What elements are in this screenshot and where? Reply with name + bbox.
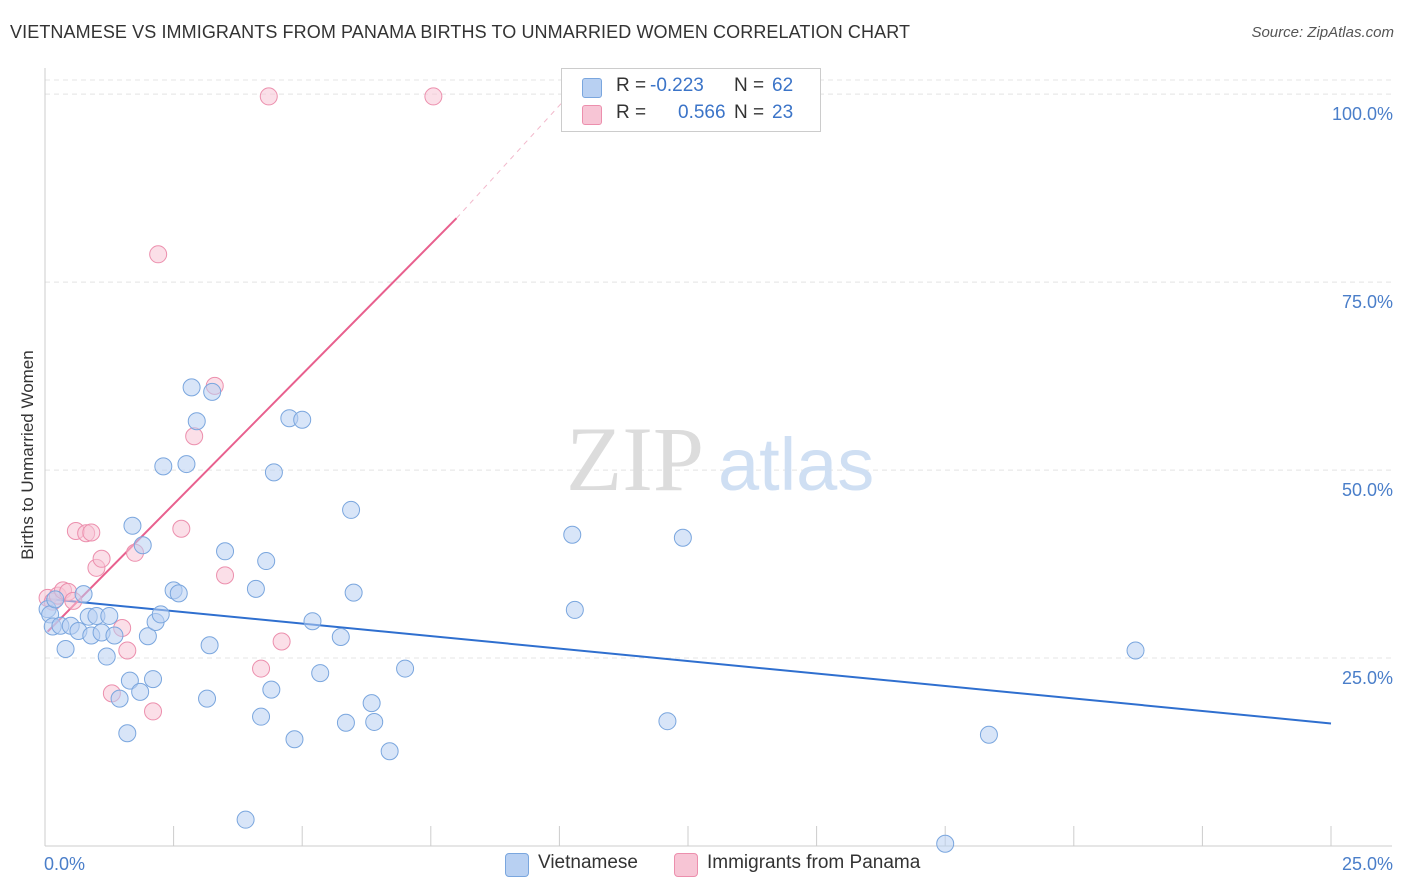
gridlines xyxy=(45,79,1392,659)
point-vietnamese xyxy=(120,671,139,690)
point-vietnamese xyxy=(198,689,217,708)
point-vietnamese xyxy=(123,516,142,535)
legend-label-vietnamese: Vietnamese xyxy=(538,852,638,873)
point-panama xyxy=(92,549,111,568)
y-tick-label: 100.0% xyxy=(1332,104,1393,124)
legend-n-label: N = xyxy=(734,75,765,96)
point-vietnamese xyxy=(331,627,350,646)
point-vietnamese xyxy=(169,584,188,603)
point-panama xyxy=(172,519,191,538)
point-panama xyxy=(185,427,204,446)
point-vietnamese xyxy=(344,583,363,602)
point-vietnamese xyxy=(182,378,201,397)
trend-line-panama-extension xyxy=(456,93,571,219)
point-panama xyxy=(118,641,137,660)
point-vietnamese xyxy=(131,682,150,701)
legend-swatch-blue xyxy=(582,78,602,98)
y-axis-title: Births to Unmarried Women xyxy=(18,350,37,559)
y-tick-label: 50.0% xyxy=(1342,480,1393,500)
legend-label-panama: Immigrants from Panama xyxy=(707,852,921,873)
point-panama xyxy=(82,523,101,542)
point-vietnamese xyxy=(236,810,255,829)
point-vietnamese xyxy=(177,455,196,474)
point-vietnamese xyxy=(46,590,65,609)
point-vietnamese xyxy=(262,680,281,699)
point-vietnamese xyxy=(673,528,692,547)
legend-r-value: -0.223 xyxy=(650,75,704,96)
point-vietnamese xyxy=(293,410,312,429)
point-vietnamese xyxy=(252,707,271,726)
point-vietnamese xyxy=(110,689,129,708)
point-vietnamese xyxy=(362,694,381,713)
point-vietnamese xyxy=(100,606,119,625)
trend-line-panama xyxy=(46,217,458,633)
point-vietnamese xyxy=(56,640,75,659)
point-vietnamese xyxy=(118,724,137,743)
point-vietnamese xyxy=(105,626,124,645)
watermark-atlas: atlas xyxy=(718,423,874,506)
point-vietnamese xyxy=(133,536,152,555)
point-vietnamese xyxy=(303,612,322,631)
point-vietnamese xyxy=(396,659,415,678)
point-panama xyxy=(216,566,235,585)
point-vietnamese xyxy=(342,500,361,519)
point-vietnamese xyxy=(336,713,355,732)
correlation-legend: R = -0.223 N = 62 R = 0.566 N = 23 xyxy=(561,68,821,132)
watermark-zip: ZIP xyxy=(566,408,704,510)
legend-swatch-panama xyxy=(674,853,698,877)
point-panama xyxy=(144,702,163,721)
point-vietnamese xyxy=(380,742,399,761)
legend-r-label: R = xyxy=(616,75,647,96)
x-tick-label: 0.0% xyxy=(44,854,85,874)
point-vietnamese xyxy=(203,382,222,401)
point-vietnamese xyxy=(565,600,584,619)
point-vietnamese xyxy=(1126,641,1145,660)
point-panama xyxy=(149,245,168,264)
point-vietnamese xyxy=(74,585,93,604)
point-vietnamese xyxy=(311,664,330,683)
point-panama xyxy=(424,87,443,106)
point-vietnamese xyxy=(187,412,206,431)
tick-labels: Births to Unmarried Women 25.0% 50.0% 75.0… xyxy=(18,104,1393,874)
point-vietnamese xyxy=(154,457,173,476)
point-panama xyxy=(272,632,291,651)
point-vietnamese xyxy=(151,605,170,624)
point-vietnamese xyxy=(144,670,163,689)
series-legend: Vietnamese Immigrants from Panama xyxy=(0,852,1406,878)
point-vietnamese xyxy=(658,712,677,731)
trend-lines xyxy=(44,93,1332,725)
point-vietnamese xyxy=(246,579,265,598)
point-vietnamese xyxy=(138,627,157,646)
legend-n-label: N = xyxy=(734,102,765,123)
trend-line-vietnamese xyxy=(44,597,1332,725)
legend-n-value: 23 xyxy=(772,102,794,123)
data-points xyxy=(38,87,1145,853)
point-vietnamese xyxy=(97,647,116,666)
point-vietnamese xyxy=(200,636,219,655)
legend-r-label: R = xyxy=(616,102,647,123)
x-tick-label: 25.0% xyxy=(1342,854,1393,874)
point-panama xyxy=(259,87,278,106)
point-vietnamese xyxy=(365,712,384,731)
point-panama xyxy=(252,659,271,678)
legend-r-value: 0.566 xyxy=(678,102,726,123)
watermark: ZIP atlas xyxy=(566,408,874,510)
legend-swatch-pink xyxy=(582,105,602,125)
legend-n-value: 62 xyxy=(772,75,794,96)
chart-title: VIETNAMESE VS IMMIGRANTS FROM PANAMA BIR… xyxy=(10,22,911,42)
point-vietnamese xyxy=(936,834,955,853)
chart-source: Source: ZipAtlas.com xyxy=(1251,24,1394,41)
axes xyxy=(44,68,1392,847)
legend-swatch-vietnamese xyxy=(505,853,529,877)
y-tick-label: 25.0% xyxy=(1342,668,1393,688)
point-vietnamese xyxy=(257,552,276,571)
point-vietnamese xyxy=(285,730,304,749)
point-vietnamese xyxy=(979,725,998,744)
point-vietnamese xyxy=(563,525,582,544)
point-vietnamese xyxy=(216,542,235,561)
y-tick-label: 75.0% xyxy=(1342,292,1393,312)
point-vietnamese xyxy=(264,463,283,482)
